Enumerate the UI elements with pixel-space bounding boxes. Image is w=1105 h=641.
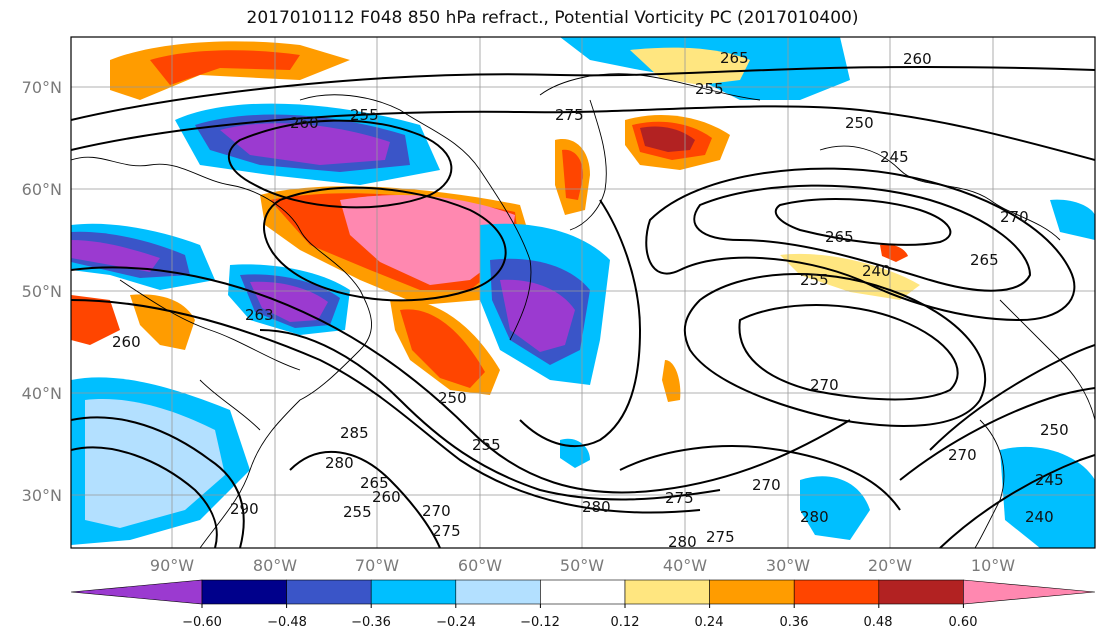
contour-label: 275: [706, 528, 735, 546]
colorbar-tick-label: −0.48: [267, 615, 307, 630]
contour-label: 255: [800, 271, 829, 289]
colorbar-tick-label: −0.60: [182, 615, 222, 630]
colorbar-ticks: −0.60 −0.48 −0.36 −0.24 −0.12 0.12 0.24 …: [182, 615, 977, 630]
graticule: [71, 37, 1095, 548]
contour-label: 245: [1035, 471, 1064, 489]
colorbar-swatch: [793, 579, 880, 605]
lat-label: 30°N: [22, 486, 62, 505]
contour-label: 255: [343, 503, 372, 521]
colorbar-swatch: [286, 579, 372, 605]
contour-label: 275: [432, 522, 461, 540]
lon-label: 10°W: [971, 556, 1015, 575]
lat-label: 60°N: [22, 180, 62, 199]
contour-label: 263: [245, 306, 274, 324]
contour-label: 250: [438, 389, 467, 407]
colorbar-tick-label: −0.36: [351, 615, 391, 630]
colorbar-swatch: [70, 579, 203, 605]
lon-label: 90°W: [150, 556, 194, 575]
contour-label: 260: [290, 114, 319, 132]
colorbar-swatch: [455, 579, 541, 605]
colorbar-tick-label: 0.12: [611, 615, 640, 630]
lat-label: 70°N: [22, 78, 62, 97]
colorbar-swatch: [624, 579, 710, 605]
colorbar-tick-label: 0.24: [695, 615, 724, 630]
contour-label: 275: [555, 106, 584, 124]
lon-label: 80°W: [253, 556, 297, 575]
contour-label: 270: [948, 446, 977, 464]
colorbar: −0.60 −0.48 −0.36 −0.24 −0.12 0.12 0.24 …: [70, 579, 1096, 630]
longitude-labels: 90°W 80°W 70°W 60°W 50°W 40°W 30°W 20°W …: [150, 556, 1015, 575]
contour-label-layer: 265 260 255 275 260 255 250 245 265 255 …: [112, 49, 1069, 551]
lon-label: 70°W: [355, 556, 399, 575]
contour-label: 260: [903, 50, 932, 68]
contour-label: 265: [825, 228, 854, 246]
contour-label: 280: [325, 454, 354, 472]
contour-label: 280: [668, 533, 697, 551]
contour-label: 260: [112, 333, 141, 351]
colorbar-swatch: [963, 579, 1096, 605]
contour-label: 290: [230, 500, 259, 518]
contour-label: 285: [340, 424, 369, 442]
contour-label: 280: [800, 508, 829, 526]
colorbar-swatch: [878, 579, 964, 605]
contour-label: 255: [695, 80, 724, 98]
colorbar-tick-label: −0.12: [520, 615, 560, 630]
contour-label: 265: [360, 474, 389, 492]
lon-label: 40°W: [663, 556, 707, 575]
lon-label: 60°W: [458, 556, 502, 575]
contour-label: 250: [1040, 421, 1069, 439]
contour-label: 240: [1025, 508, 1054, 526]
colorbar-swatch: [370, 579, 457, 605]
contour-label: 245: [880, 148, 909, 166]
map-panel: 265 260 255 275 260 255 250 245 265 255 …: [71, 37, 1095, 551]
colorbar-swatch: [709, 579, 795, 605]
colorbar-tick-label: 0.36: [780, 615, 809, 630]
contour-label: 270: [752, 476, 781, 494]
contour-label: 255: [472, 436, 501, 454]
contour-label: 270: [1000, 208, 1029, 226]
contour-label: 260: [372, 488, 401, 506]
coastlines: [71, 73, 1095, 548]
contour-label: 270: [810, 376, 839, 394]
colorbar-swatches: [70, 579, 1096, 608]
colorbar-tick-label: 0.60: [949, 615, 978, 630]
lon-label: 30°W: [766, 556, 810, 575]
latitude-labels: 70°N 60°N 50°N 40°N 30°N: [22, 78, 62, 505]
map-frame: [70, 36, 1096, 549]
colorbar-tick-label: −0.24: [436, 615, 476, 630]
refractivity-contours: [71, 65, 1095, 548]
contour-label: 265: [970, 251, 999, 269]
lat-label: 50°N: [22, 282, 62, 301]
pv-fill-layer: [71, 37, 1095, 548]
colorbar-tick-label: 0.48: [864, 615, 893, 630]
colorbar-swatch: [201, 579, 287, 605]
contour-label: 275: [665, 489, 694, 507]
lon-label: 50°W: [560, 556, 604, 575]
lat-label: 40°N: [22, 384, 62, 403]
contour-label: 255: [350, 106, 379, 124]
colorbar-swatch: [540, 579, 626, 605]
contour-label: 270: [422, 502, 451, 520]
contour-label: 280: [582, 498, 611, 516]
map-title: 2017010112 F048 850 hPa refract., Potent…: [246, 8, 859, 28]
contour-label: 240: [862, 262, 891, 280]
contour-label: 265: [720, 49, 749, 67]
contour-label: 250: [845, 114, 874, 132]
lon-label: 20°W: [868, 556, 912, 575]
